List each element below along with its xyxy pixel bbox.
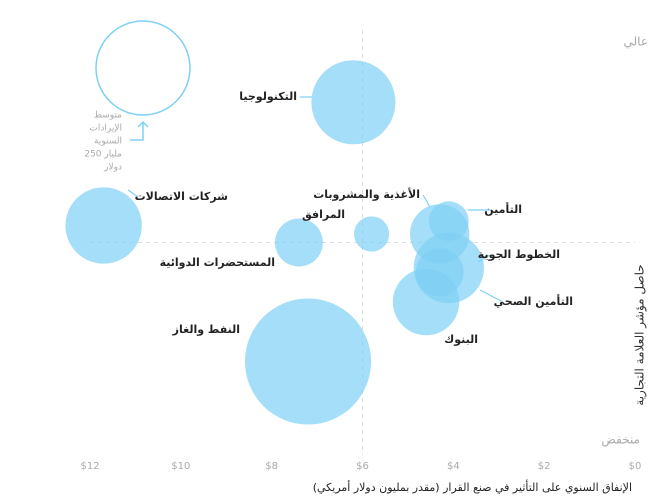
bubble bbox=[274, 218, 323, 267]
leader-line bbox=[479, 289, 504, 303]
x-tick-label: $8 bbox=[265, 461, 278, 472]
bubble-label: المستحضرات الدوائية bbox=[160, 256, 275, 269]
x-tick-label: $2 bbox=[538, 461, 551, 472]
x-tick-label: $12 bbox=[80, 461, 99, 472]
bubble-label: الخطوط الجوية bbox=[478, 248, 560, 261]
bubble bbox=[244, 298, 372, 425]
bubble bbox=[353, 216, 390, 252]
size-legend-text: متوسط bbox=[94, 111, 122, 121]
bubble-label: البنوك bbox=[444, 333, 478, 346]
y-axis-title: حاصل مؤشر العلامة التجارية bbox=[633, 264, 648, 405]
size-legend-text: السنوية bbox=[94, 137, 122, 147]
leader-line bbox=[422, 194, 431, 208]
x-tick-label: $0 bbox=[629, 461, 642, 472]
bubble-label: التأمين bbox=[484, 202, 522, 216]
size-legend-text: دولار bbox=[103, 163, 122, 173]
bubble-label: النفط والغاز bbox=[172, 323, 240, 336]
x-tick-label: $10 bbox=[171, 461, 190, 472]
bubble bbox=[392, 268, 460, 336]
bubble-label: المرافق bbox=[302, 208, 345, 221]
leader-line bbox=[127, 189, 139, 198]
leader-line bbox=[477, 254, 491, 263]
size-legend-text: الإيرادات bbox=[89, 124, 122, 134]
y-high-label: عالي bbox=[624, 35, 648, 49]
bubble-label: التكنولوجيا bbox=[239, 90, 297, 103]
bubble bbox=[65, 187, 142, 264]
size-legend-circle bbox=[95, 20, 191, 116]
bubble-label: شركات الاتصالات bbox=[135, 190, 228, 203]
x-tick-label: $6 bbox=[356, 461, 369, 472]
legend-arrow bbox=[130, 120, 149, 141]
bubble bbox=[428, 201, 469, 242]
y-low-label: منخفض bbox=[601, 433, 640, 448]
bubble-label: التأمين الصحي bbox=[494, 294, 573, 308]
size-legend-text: 250 مليار bbox=[84, 150, 122, 160]
x-axis-title: الإنفاق السنوي على التأثير في صنع القرار… bbox=[313, 479, 632, 494]
bubble-label: الأغذية والمشروبات bbox=[313, 187, 420, 201]
bubble bbox=[311, 60, 396, 145]
x-tick-label: $4 bbox=[447, 461, 460, 472]
